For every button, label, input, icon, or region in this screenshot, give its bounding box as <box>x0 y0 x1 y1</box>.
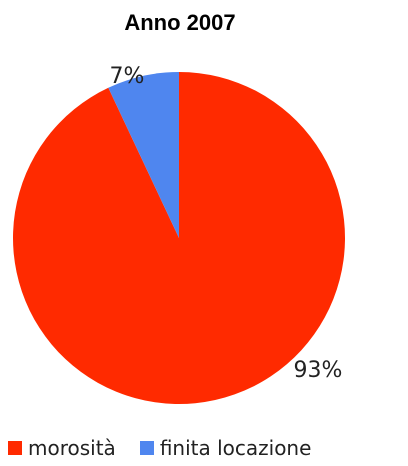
slice-label-finita-locazione: 7% <box>110 64 145 89</box>
pie-slice-finita-locazione <box>108 72 179 238</box>
legend-swatch-finita-locazione <box>139 441 154 455</box>
legend-item-finita-locazione: finita locazione <box>139 436 312 460</box>
legend-item-morosita: morosità <box>8 436 116 460</box>
pie-chart: 93% 7% <box>12 64 345 404</box>
legend-label-finita-locazione: finita locazione <box>159 436 312 460</box>
pie-slice-morosita <box>12 72 345 404</box>
legend-label-morosita: morosità <box>28 436 116 460</box>
slice-label-morosita: 93% <box>294 358 343 383</box>
chart-title: Anno 2007 <box>124 10 236 35</box>
legend: morosità finita locazione <box>8 436 311 460</box>
legend-swatch-morosita <box>8 441 22 455</box>
